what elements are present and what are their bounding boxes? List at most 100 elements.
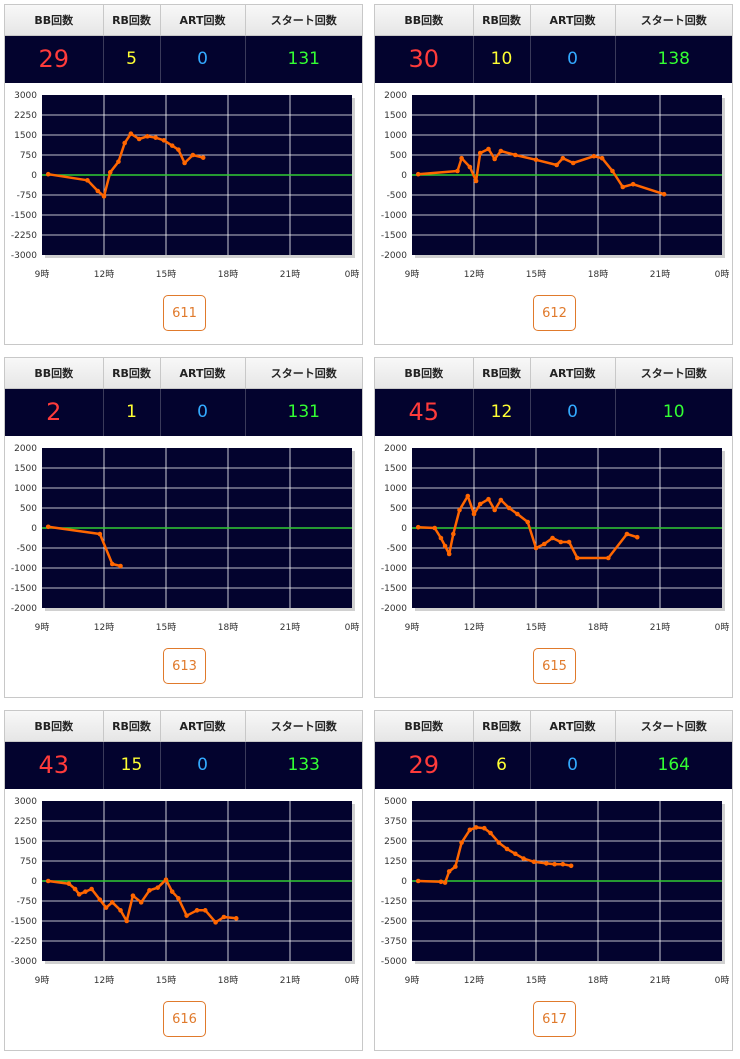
data-point xyxy=(233,916,239,921)
data-point xyxy=(95,188,101,194)
x-tick-label: 12時 xyxy=(464,622,484,633)
y-tick-label: -2250 xyxy=(11,231,37,241)
data-point xyxy=(169,143,175,148)
y-tick-label: 1500 xyxy=(14,837,37,847)
x-tick-label: 21時 xyxy=(280,622,300,633)
data-point xyxy=(541,541,547,547)
x-tick-label: 0時 xyxy=(345,975,360,986)
data-point xyxy=(194,908,200,913)
data-point xyxy=(451,531,456,537)
data-point xyxy=(97,897,103,902)
data-point xyxy=(570,160,576,166)
slump-chart-svg: 3000 2250 1500 750 0 -750 -1500 -2250 -3000 9時 12時… xyxy=(11,91,360,280)
x-tick-label: 9時 xyxy=(35,269,50,280)
data-point xyxy=(620,184,626,190)
data-point xyxy=(486,146,491,152)
y-tick-label: 750 xyxy=(20,857,37,867)
y-tick-label: 2000 xyxy=(384,91,407,101)
machine-number-button[interactable]: 617 xyxy=(533,1001,576,1037)
y-tick-label: 750 xyxy=(20,151,37,161)
data-point xyxy=(45,524,51,530)
slump-chart: 5000 3750 2500 1250 0 -1250 -2500 -3750 -5000 9時 1… xyxy=(375,791,732,987)
data-point xyxy=(118,563,123,569)
data-point xyxy=(66,881,72,886)
data-point xyxy=(624,531,630,537)
y-tick-label: 2250 xyxy=(14,817,37,827)
start-header: スタート回数 xyxy=(245,358,362,389)
start-count: 138 xyxy=(615,35,732,83)
data-point xyxy=(525,519,531,525)
slump-chart-svg: 5000 3750 2500 1250 0 -1250 -2500 -3750 -5000 9時 1… xyxy=(381,797,730,986)
data-point xyxy=(442,543,448,549)
data-point xyxy=(606,555,611,561)
y-tick-label: -750 xyxy=(17,897,38,907)
rb-count: 10 xyxy=(473,35,531,83)
data-point xyxy=(438,879,444,885)
start-header: スタート回数 xyxy=(245,5,362,36)
data-point xyxy=(184,913,189,918)
y-tick-label: 3750 xyxy=(384,817,407,827)
start-header: スタート回数 xyxy=(615,5,732,36)
y-tick-label: 2000 xyxy=(14,444,37,454)
bb-header: BB回数 xyxy=(5,711,104,742)
art-header: ART回数 xyxy=(530,5,616,36)
data-point xyxy=(122,140,127,146)
start-count: 10 xyxy=(615,388,732,436)
start-header: スタート回数 xyxy=(615,711,732,742)
data-point xyxy=(163,877,169,882)
y-tick-label: -1500 xyxy=(11,917,37,927)
machine-number-button[interactable]: 616 xyxy=(163,1001,206,1037)
y-tick-label: 1500 xyxy=(384,464,407,474)
slump-chart: 3000 2250 1500 750 0 -750 -1500 -2250 -3000 9時 12時… xyxy=(5,85,362,281)
x-tick-label: 0時 xyxy=(715,269,730,280)
machine-card: BB回数 RB回数 ART回数 スタート回数 2 1 0 131 2000 1500 1000 500… xyxy=(4,357,363,698)
y-tick-label: -1000 xyxy=(11,564,37,574)
y-tick-label: -1500 xyxy=(11,584,37,594)
stats-table: BB回数 RB回数 ART回数 スタート回数 45 12 0 10 xyxy=(375,358,732,436)
x-tick-label: 21時 xyxy=(650,269,670,280)
art-count: 0 xyxy=(160,741,246,789)
y-tick-label: 500 xyxy=(390,151,407,161)
y-tick-label: -500 xyxy=(387,191,408,201)
y-tick-label: 3000 xyxy=(14,797,37,807)
y-tick-label: 1500 xyxy=(14,131,37,141)
start-count: 131 xyxy=(245,35,362,83)
machine-card: BB回数 RB回数 ART回数 スタート回数 30 10 0 138 2000 1500 1000 5… xyxy=(374,4,733,345)
data-point xyxy=(190,152,196,158)
start-header: スタート回数 xyxy=(615,358,732,389)
data-point xyxy=(221,914,227,920)
data-point xyxy=(415,524,421,530)
y-tick-label: -1000 xyxy=(381,564,407,574)
data-point xyxy=(560,155,566,161)
data-point xyxy=(153,135,158,140)
data-point xyxy=(492,507,497,513)
y-tick-label: -2000 xyxy=(381,604,407,614)
data-point xyxy=(661,191,667,197)
bb-header: BB回数 xyxy=(375,711,474,742)
data-point xyxy=(128,131,134,136)
x-tick-label: 21時 xyxy=(650,622,670,633)
data-point xyxy=(513,851,518,857)
y-tick-label: 2250 xyxy=(14,111,37,121)
machine-number-button[interactable]: 613 xyxy=(163,648,206,684)
data-point xyxy=(498,148,504,154)
data-point xyxy=(446,869,452,874)
data-point xyxy=(45,878,51,884)
data-point xyxy=(145,134,150,139)
machine-number-button[interactable]: 615 xyxy=(533,648,576,684)
x-tick-label: 0時 xyxy=(345,622,360,633)
data-point xyxy=(467,164,473,170)
data-point xyxy=(599,155,605,161)
slump-chart-svg: 2000 1500 1000 500 0 -500 -1000 -1500 -2000 9時 12時… xyxy=(381,91,730,280)
data-point xyxy=(76,892,82,897)
rb-count: 5 xyxy=(103,35,161,83)
machine-number-button[interactable]: 612 xyxy=(533,295,576,331)
data-point xyxy=(109,561,115,567)
x-tick-label: 15時 xyxy=(526,975,546,986)
x-tick-label: 18時 xyxy=(218,269,238,280)
data-point xyxy=(591,153,597,159)
data-point xyxy=(515,511,520,517)
bb-count: 45 xyxy=(375,388,474,436)
machine-number-button[interactable]: 611 xyxy=(163,295,206,331)
x-tick-label: 18時 xyxy=(218,975,238,986)
